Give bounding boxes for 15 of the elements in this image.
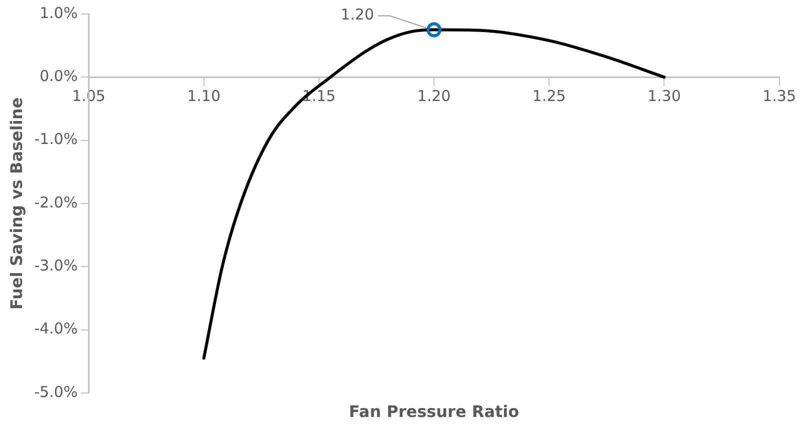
y-tick-label: -3.0% xyxy=(34,256,78,275)
y-tick-label: -4.0% xyxy=(34,320,78,338)
x-tick-label: 1.25 xyxy=(532,87,566,106)
y-axis-title: Fuel Saving vs Baseline xyxy=(6,97,26,310)
x-tick-label: 1.30 xyxy=(648,87,681,106)
x-tick-label: 1.10 xyxy=(187,87,221,106)
x-tick-label: 1.20 xyxy=(417,87,451,106)
y-tick-label: -5.0% xyxy=(34,382,78,401)
x-axis-title: Fan Pressure Ratio xyxy=(348,402,520,422)
y-tick-label: -2.0% xyxy=(34,193,78,212)
annotation: 1.20 xyxy=(340,6,374,24)
y-tick-label: -1.0% xyxy=(34,130,78,148)
y-tick-label: 0.0% xyxy=(40,67,78,86)
x-tick-label: 1.35 xyxy=(762,87,796,106)
y-tick-label: 1.0% xyxy=(40,4,78,22)
